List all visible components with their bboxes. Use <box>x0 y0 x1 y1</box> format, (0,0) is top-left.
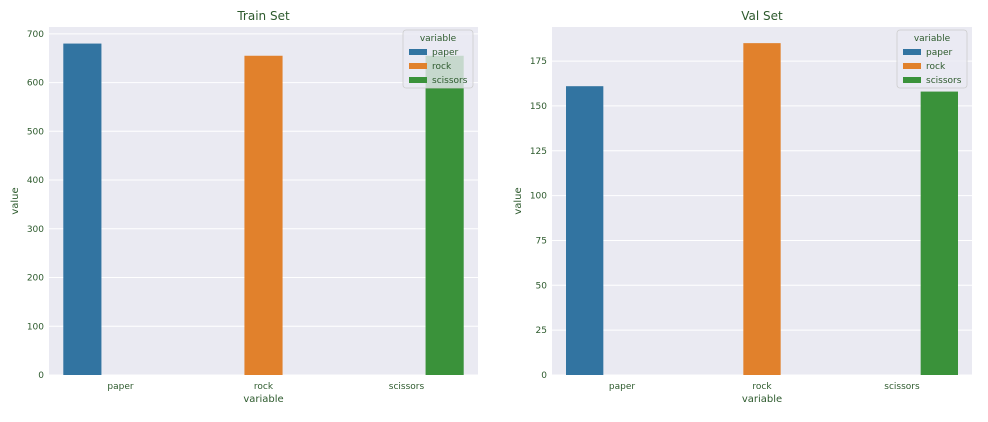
y-tick-label: 300 <box>27 225 44 235</box>
x-tick-label: rock <box>752 382 772 392</box>
chart-title: Val Set <box>741 9 783 23</box>
y-tick-label: 100 <box>27 322 44 332</box>
chart-title: Train Set <box>236 9 290 23</box>
legend-title: variable <box>420 34 457 44</box>
legend-box <box>896 29 968 89</box>
bar-paper-paper <box>63 43 102 375</box>
bar-scissors-scissors <box>920 91 958 375</box>
bar-rock-rock <box>743 43 781 376</box>
y-tick-label: 25 <box>536 326 547 336</box>
legend-label-scissors: scissors <box>926 76 962 86</box>
legend-swatch-rock <box>903 63 921 69</box>
legend-label-paper: paper <box>432 48 458 58</box>
y-tick-label: 175 <box>530 57 547 67</box>
y-axis-label: value <box>513 187 524 214</box>
x-tick-label: scissors <box>884 382 920 392</box>
y-tick-label: 0 <box>38 371 44 381</box>
bar-rock-rock <box>244 55 283 376</box>
y-tick-label: 75 <box>536 236 547 246</box>
y-tick-label: 700 <box>27 30 44 40</box>
x-axis-label: variable <box>742 394 782 405</box>
y-tick-label: 50 <box>536 281 548 291</box>
legend-label-paper: paper <box>926 48 952 58</box>
y-tick-label: 150 <box>530 102 547 112</box>
legend-label-scissors: scissors <box>432 76 468 86</box>
legend-swatch-scissors <box>903 77 921 83</box>
legend: variable paper rock scissors <box>402 29 474 89</box>
legend-swatch-scissors <box>409 77 427 83</box>
y-tick-label: 125 <box>530 147 547 157</box>
bar-paper-paper <box>566 86 604 376</box>
x-axis-label: variable <box>243 394 283 405</box>
legend-label-rock: rock <box>926 62 946 72</box>
legend-box <box>402 29 474 89</box>
bar-scissors-scissors <box>425 55 464 376</box>
y-tick-label: 100 <box>530 192 547 202</box>
legend-swatch-paper <box>903 49 921 55</box>
y-tick-label: 600 <box>27 79 44 89</box>
y-tick-label: 500 <box>27 127 44 137</box>
y-axis-label: value <box>10 187 21 214</box>
x-tick-label: paper <box>107 382 133 392</box>
y-tick-label: 400 <box>27 176 44 186</box>
legend: variable paper rock scissors <box>896 29 968 89</box>
legend-label-rock: rock <box>432 62 452 72</box>
y-tick-label: 0 <box>541 371 547 381</box>
legend-swatch-paper <box>409 49 427 55</box>
chart-1: 0 25 50 75 100 125 150 175 paper rock scissors Val … <box>513 9 972 405</box>
x-tick-label: scissors <box>389 382 425 392</box>
x-tick-label: rock <box>254 382 274 392</box>
chart-0: 0 100 200 300 400 500 600 700 paper rock scissors T… <box>10 9 478 405</box>
legend-title: variable <box>914 34 951 44</box>
x-tick-label: paper <box>609 382 635 392</box>
y-tick-label: 200 <box>27 274 44 284</box>
legend-swatch-rock <box>409 63 427 69</box>
